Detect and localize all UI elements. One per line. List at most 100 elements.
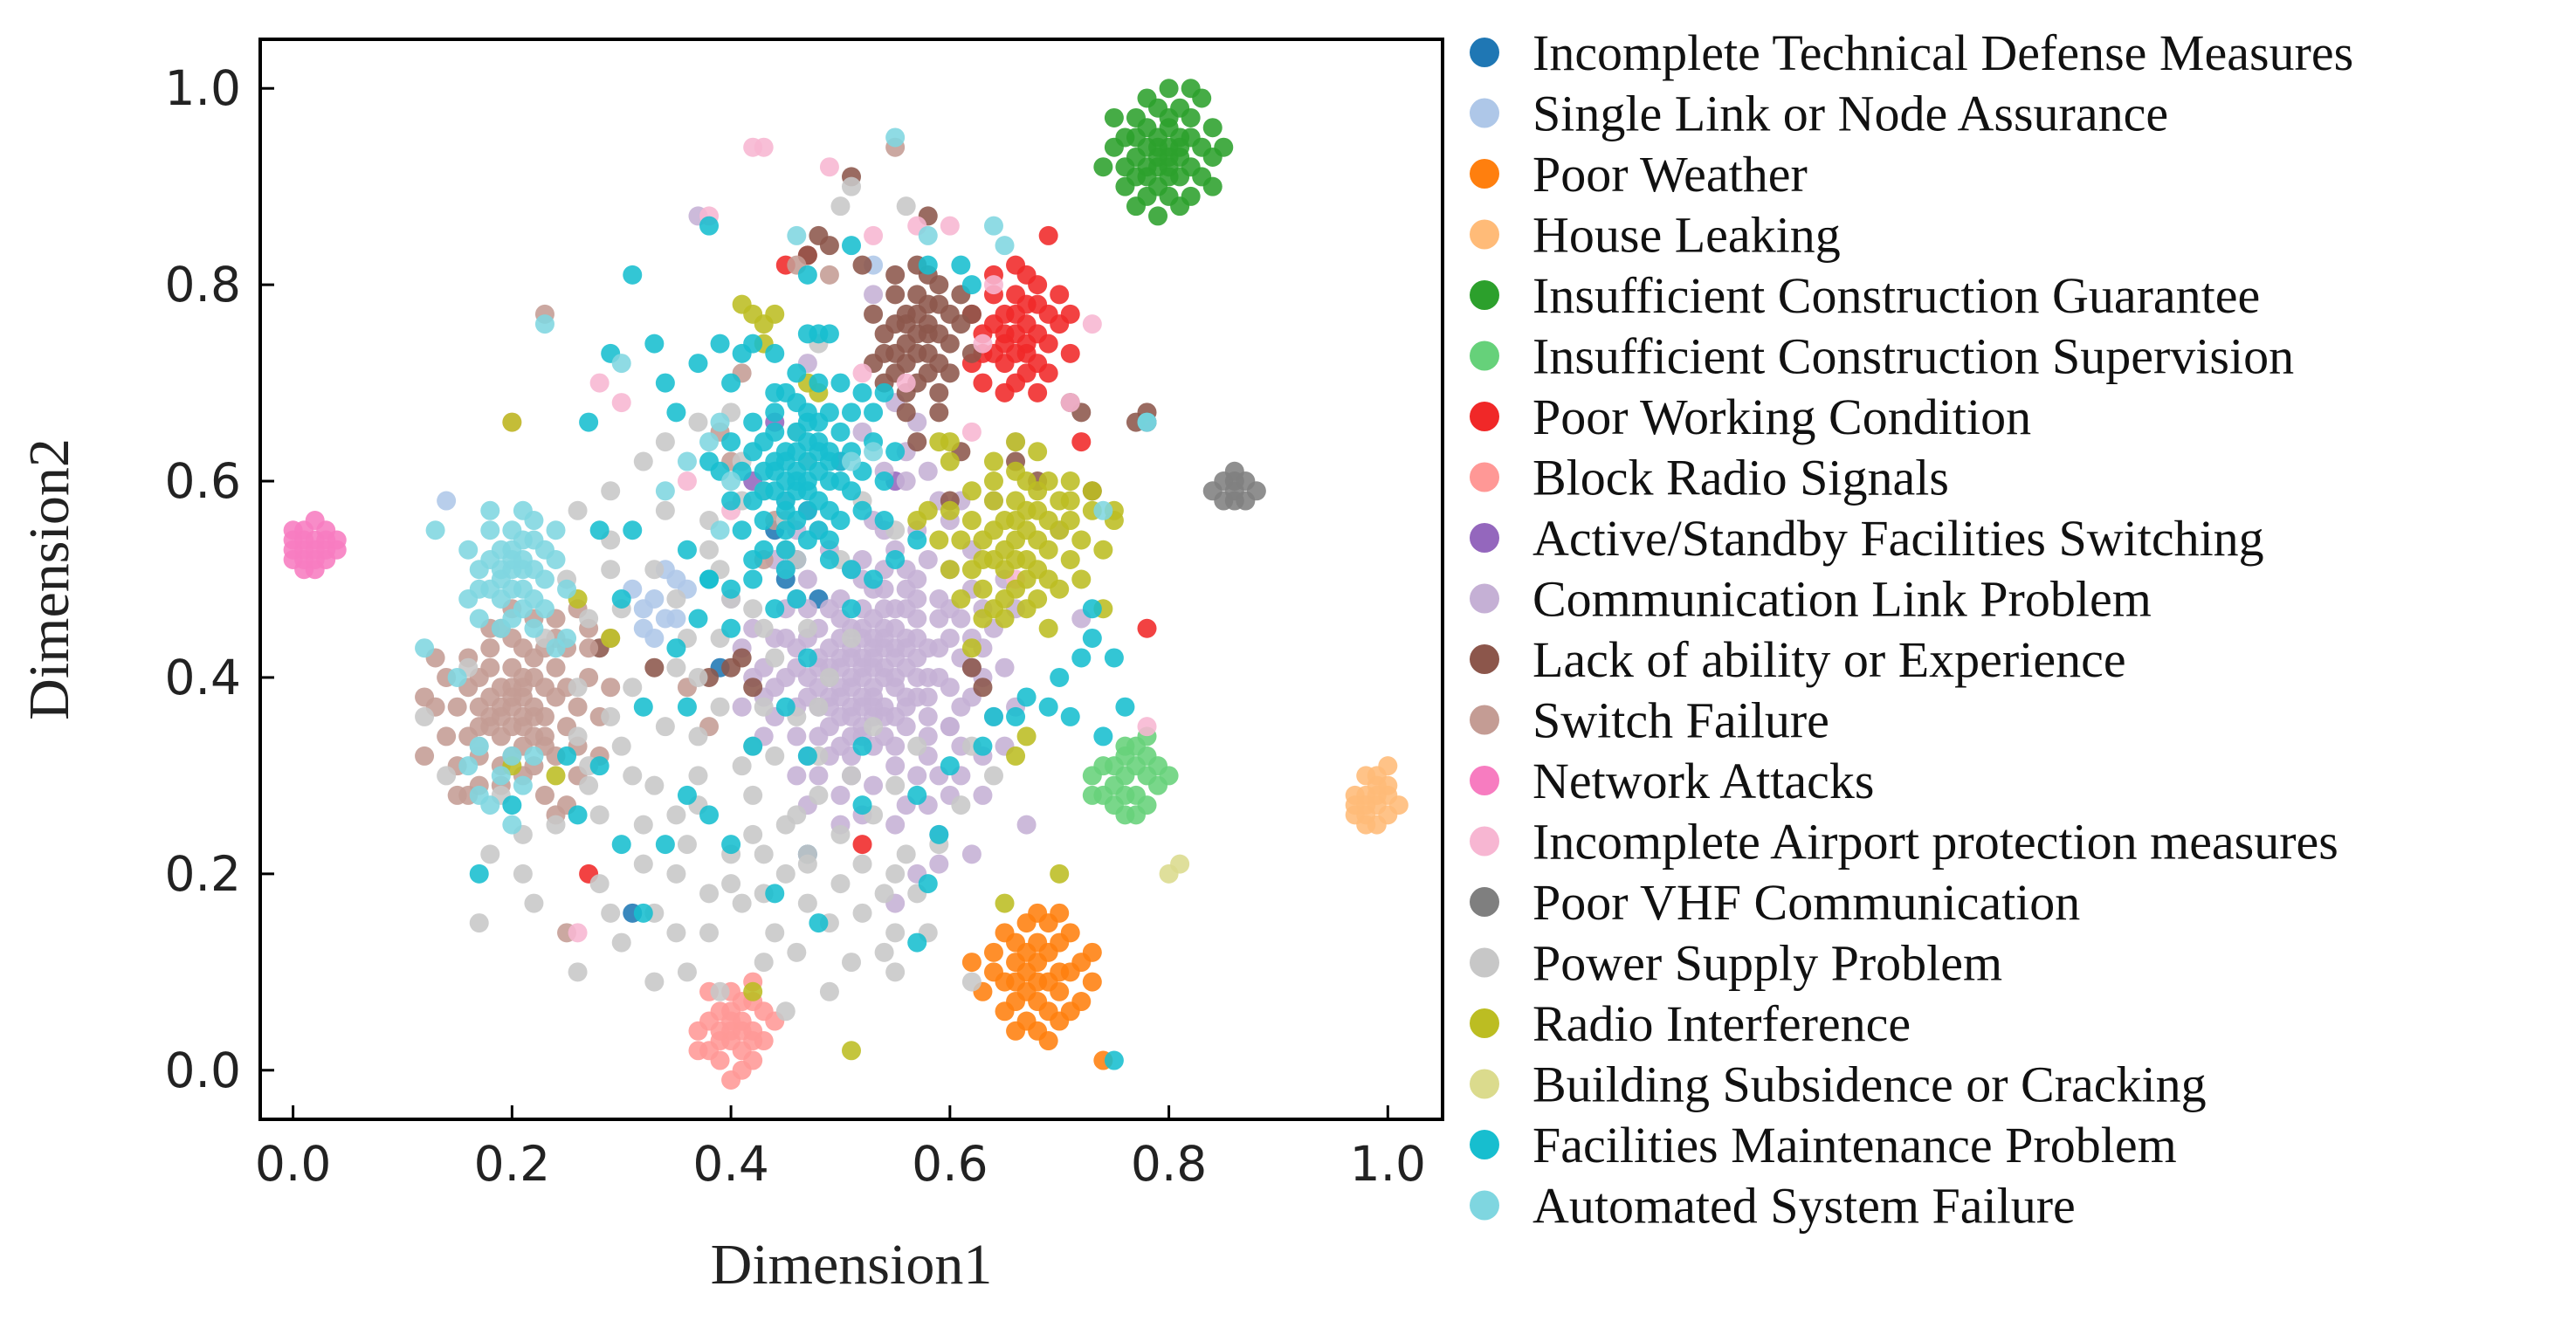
data-point: [1006, 432, 1026, 452]
data-point: [1060, 491, 1080, 511]
data-point: [842, 402, 861, 423]
data-point: [995, 657, 1015, 678]
legend-label: Lack of ability or Experience: [1533, 631, 2126, 688]
data-point: [775, 560, 796, 580]
data-point: [480, 844, 500, 864]
data-point: [721, 491, 741, 511]
data-point: [819, 981, 839, 1001]
data-point: [425, 520, 445, 540]
data-point: [830, 422, 851, 442]
data-point: [1038, 540, 1058, 560]
data-point: [655, 432, 675, 452]
data-point: [415, 687, 435, 707]
data-point: [480, 638, 500, 658]
data-point: [983, 275, 1003, 295]
data-point: [1378, 756, 1398, 776]
data-point: [589, 520, 610, 540]
data-point: [655, 835, 675, 855]
data-point: [852, 903, 872, 923]
data-point: [1082, 942, 1102, 962]
data-point: [918, 225, 938, 245]
data-point: [765, 402, 785, 423]
series-6: [579, 225, 1157, 884]
data-point: [699, 923, 720, 943]
data-point: [699, 569, 720, 589]
data-point: [973, 530, 993, 550]
data-point: [864, 717, 884, 737]
data-point: [1016, 815, 1037, 835]
data-point: [907, 343, 927, 363]
data-point: [743, 785, 763, 805]
data-point: [973, 373, 993, 393]
data-point: [874, 324, 894, 344]
data-point: [601, 481, 621, 501]
data-point: [633, 618, 653, 638]
legend-marker: [1470, 38, 1499, 67]
data-point: [579, 638, 599, 658]
x-tick-label: 1.0: [1350, 1136, 1426, 1192]
data-point: [940, 560, 960, 580]
data-point: [699, 451, 720, 471]
data-point: [1060, 304, 1080, 324]
data-point: [589, 874, 610, 894]
data-point: [1006, 550, 1026, 570]
data-point: [1060, 511, 1080, 531]
data-point: [721, 1011, 741, 1031]
legend-label: Power Supply Problem: [1533, 935, 2002, 992]
data-point: [765, 461, 785, 481]
data-point: [842, 1041, 861, 1061]
data-point: [579, 775, 599, 795]
data-point: [874, 942, 894, 962]
data-point: [907, 530, 927, 550]
legend-marker: [1470, 1130, 1499, 1159]
data-point: [995, 304, 1015, 324]
data-point: [721, 618, 741, 638]
data-point: [765, 746, 785, 766]
data-point: [983, 471, 1003, 492]
data-point: [743, 1031, 763, 1051]
data-point: [830, 471, 851, 492]
data-point: [983, 599, 1003, 619]
data-point: [754, 953, 774, 973]
data-point: [655, 373, 675, 393]
data-point: [929, 530, 949, 550]
data-point: [447, 667, 467, 687]
data-point: [546, 657, 566, 678]
data-point: [830, 785, 851, 805]
data-point: [995, 1001, 1015, 1022]
data-point: [852, 736, 872, 756]
data-point: [524, 618, 544, 638]
data-point: [655, 500, 675, 520]
data-point: [524, 893, 544, 913]
data-point: [885, 863, 906, 884]
legend-label: Building Subsidence or Cracking: [1533, 1056, 2207, 1113]
data-point: [644, 657, 665, 678]
data-point: [677, 835, 697, 855]
legend-item: Communication Link Problem: [1470, 571, 2152, 628]
legend-item: Block Radio Signals: [1470, 450, 1949, 506]
data-point: [1016, 726, 1037, 747]
data-point: [546, 520, 566, 540]
data-point: [1006, 461, 1026, 481]
x-tick-label: 0.8: [1131, 1136, 1207, 1192]
data-point: [1202, 176, 1223, 196]
legend-item: Poor VHF Communication: [1470, 874, 2080, 931]
data-point: [754, 697, 774, 717]
data-point: [732, 756, 752, 776]
data-point: [480, 520, 500, 540]
legend-marker: [1470, 826, 1499, 857]
data-point: [655, 481, 675, 501]
y-axis-title: Dimension2: [17, 438, 81, 720]
data-point: [961, 481, 981, 501]
legend-marker: [1470, 705, 1499, 735]
data-point: [677, 962, 697, 982]
data-point: [819, 324, 839, 344]
data-point: [623, 766, 643, 786]
data-point: [787, 726, 807, 747]
data-point: [677, 471, 697, 492]
data-point: [1126, 196, 1146, 217]
data-point: [918, 294, 938, 314]
data-point: [666, 923, 686, 943]
data-point: [819, 550, 839, 570]
data-point: [1170, 196, 1190, 217]
